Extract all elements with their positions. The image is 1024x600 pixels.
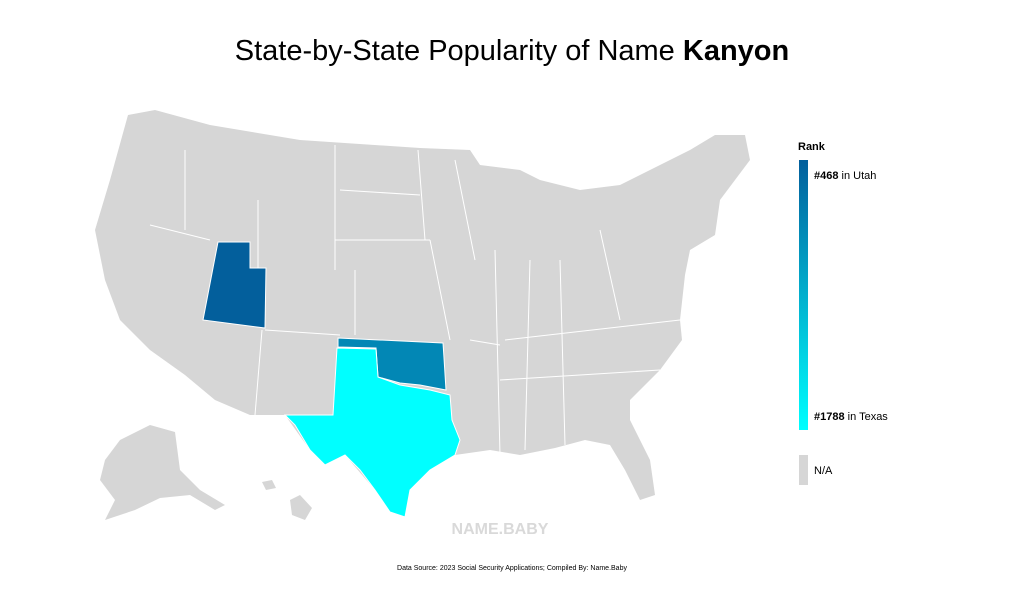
contiguous-us <box>95 110 750 517</box>
legend-title: Rank <box>798 141 826 153</box>
state-borders <box>149 145 681 456</box>
us-map <box>95 110 750 520</box>
footer: Data Source: 2023 Social Security Applic… <box>397 565 627 572</box>
legend-min-state: in Texas <box>848 411 889 423</box>
state-texas <box>283 347 461 518</box>
legend-na: N/A <box>814 465 833 477</box>
legend-min: #1788 in Texas <box>814 411 888 423</box>
legend-min-rank: #1788 <box>814 411 845 423</box>
title: State-by-State Popularity of Name Kanyon <box>235 35 789 67</box>
legend-na-swatch <box>799 455 808 485</box>
ranked-states <box>202 241 461 518</box>
state-utah <box>202 241 267 329</box>
legend-gradient <box>799 160 808 430</box>
legend-max-state: in Utah <box>842 170 877 182</box>
legend-max: #468 in Utah <box>814 170 876 182</box>
hawaii <box>290 495 312 520</box>
title-name: Kanyon <box>683 35 789 67</box>
title-text: State-by-State Popularity of Name <box>235 35 675 67</box>
hawaii <box>262 480 276 490</box>
state-oklahoma <box>337 337 447 391</box>
legend-max-rank: #468 <box>814 170 838 182</box>
watermark: NAME.BABY <box>452 521 549 538</box>
alaska <box>100 425 225 520</box>
